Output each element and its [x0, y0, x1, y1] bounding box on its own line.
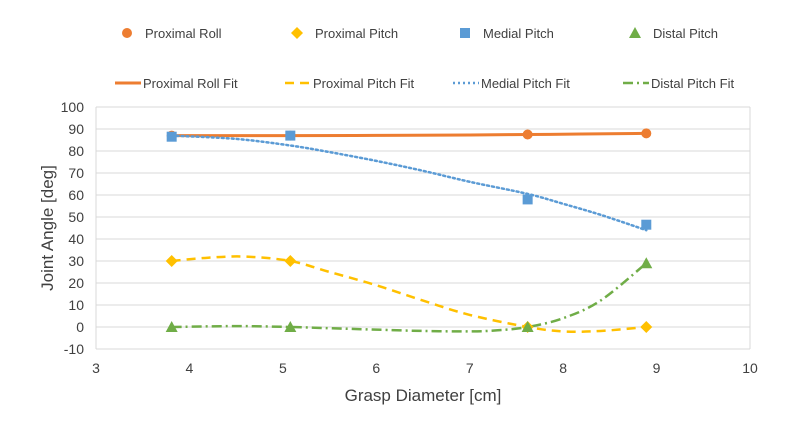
data-point — [641, 219, 652, 230]
x-tick-label: 6 — [372, 360, 380, 376]
y-tick-label: 50 — [68, 209, 84, 225]
data-point — [641, 128, 652, 139]
legend-label: Medial Pitch — [483, 26, 554, 41]
plot-area — [165, 128, 653, 333]
data-point — [166, 131, 177, 142]
y-tick-label: 20 — [68, 275, 84, 291]
x-tick-label: 9 — [653, 360, 661, 376]
legend-label: Distal Pitch Fit — [651, 76, 734, 91]
y-tick-label: 60 — [68, 187, 84, 203]
x-tick-label: 3 — [92, 360, 100, 376]
legend-marker — [122, 28, 132, 38]
legend-label: Proximal Roll — [145, 26, 222, 41]
series-line — [170, 134, 648, 232]
data-point — [522, 194, 533, 205]
y-tick-label: -10 — [64, 341, 84, 357]
y-tick-label: 80 — [68, 143, 84, 159]
y-tick-label: 90 — [68, 121, 84, 137]
data-point — [521, 321, 534, 332]
legend-label: Proximal Roll Fit — [143, 76, 238, 91]
y-axis-title: Joint Angle [deg] — [38, 165, 57, 291]
y-tick-label: 10 — [68, 297, 84, 313]
x-tick-label: 4 — [186, 360, 194, 376]
y-tick-label: 30 — [68, 253, 84, 269]
data-point — [522, 129, 533, 140]
legend: Proximal Roll Proximal Pitch Medial Pitch D… — [115, 26, 734, 91]
data-point — [640, 257, 653, 269]
data-point — [284, 321, 297, 332]
legend-label: Medial Pitch Fit — [481, 76, 570, 91]
x-tick-label: 8 — [559, 360, 567, 376]
legend-marker — [460, 28, 470, 38]
series-line — [171, 131, 647, 138]
x-tick-label: 5 — [279, 360, 287, 376]
series-line — [171, 255, 647, 333]
legend-label: Proximal Pitch — [315, 26, 398, 41]
data-point — [640, 321, 653, 333]
gridlines — [95, 106, 751, 350]
x-tick-labels: 3 4 5 6 7 8 9 10 — [92, 360, 758, 376]
legend-label: Distal Pitch — [653, 26, 718, 41]
data-point — [285, 130, 296, 141]
y-tick-label: 100 — [61, 99, 85, 115]
y-tick-label: 70 — [68, 165, 84, 181]
data-point — [165, 255, 178, 267]
legend-marker — [629, 27, 641, 38]
x-tick-label: 10 — [742, 360, 758, 376]
legend-label: Proximal Pitch Fit — [313, 76, 415, 91]
y-tick-labels: -10 0 10 20 30 40 50 60 70 80 90 100 — [61, 99, 85, 357]
x-tick-label: 7 — [466, 360, 474, 376]
x-axis-title: Grasp Diameter [cm] — [345, 386, 502, 405]
series-line — [171, 262, 648, 333]
data-point — [284, 255, 297, 267]
legend-marker — [291, 27, 303, 39]
data-point — [165, 321, 178, 332]
y-tick-label: 40 — [68, 231, 84, 247]
y-tick-label: 0 — [76, 319, 84, 335]
